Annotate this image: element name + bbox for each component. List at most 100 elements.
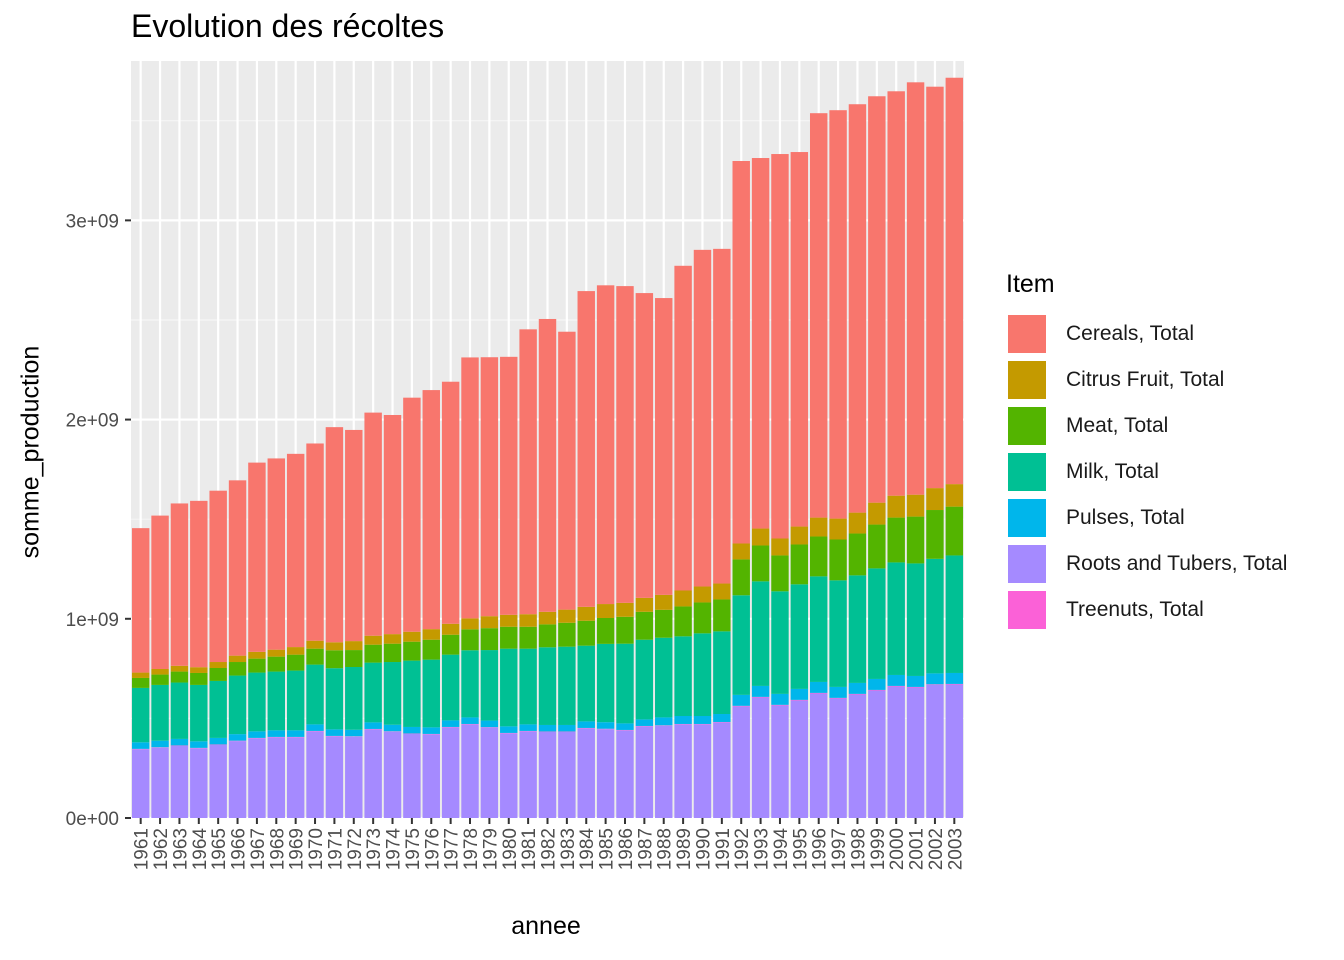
x-tick-label: 1980: [500, 828, 521, 870]
bar-segment: [790, 688, 809, 700]
x-tick-label: 1991: [713, 828, 734, 870]
bar-segment: [790, 152, 809, 527]
bar-segment: [190, 684, 208, 742]
bar-segment: [422, 659, 440, 728]
x-tick-label: 1968: [267, 828, 288, 870]
legend-swatch: [1006, 451, 1048, 493]
bar-segment: [538, 624, 557, 648]
bar-segment: [209, 744, 227, 818]
bar-segment: [480, 720, 499, 728]
bar-segment: [190, 672, 208, 685]
bar-segment: [848, 104, 867, 513]
bar-segment: [887, 685, 905, 687]
bar-segment: [596, 617, 615, 644]
bar-segment: [228, 480, 247, 656]
x-tick-label: 1981: [519, 828, 540, 870]
bar-segment: [131, 528, 150, 673]
bar-segment: [751, 696, 770, 698]
bar-segment: [771, 705, 789, 818]
bar-segment: [345, 429, 363, 642]
bar-segment: [345, 736, 363, 818]
bar-segment: [616, 616, 634, 644]
bar-segment: [906, 686, 925, 688]
x-tick-label: 1965: [209, 828, 230, 870]
bar-segment: [306, 724, 324, 731]
bar-segment: [887, 517, 905, 563]
y-tick-label: 2e+09: [66, 411, 119, 432]
legend-item: Roots and Tubers, Total: [1006, 541, 1287, 587]
bar-segment: [771, 154, 789, 539]
bar-segment: [228, 741, 247, 818]
bar-segment: [228, 662, 247, 676]
y-axis-label: somme_production: [16, 345, 45, 559]
bar-segment: [422, 639, 440, 660]
bar-segment: [674, 716, 692, 724]
bar-segment: [500, 648, 518, 727]
bar-segment: [441, 727, 460, 818]
x-tick-label: 1976: [422, 828, 443, 870]
bar-segment: [906, 563, 925, 676]
bar-segment: [906, 516, 925, 564]
bar-segment: [693, 586, 712, 603]
bar-segment: [131, 687, 150, 743]
bar-segment: [655, 725, 673, 818]
bar-segment: [751, 528, 770, 546]
bar-segment: [732, 706, 750, 818]
bar-segment: [655, 637, 673, 718]
bar-segment: [693, 249, 712, 587]
bar-segment: [732, 694, 750, 706]
bar-segment: [674, 606, 692, 637]
bar-segment: [538, 611, 557, 625]
bar-segment: [655, 594, 673, 610]
bar-segment: [635, 597, 654, 612]
x-tick-label: 1988: [655, 828, 676, 870]
bar-segment: [751, 685, 770, 697]
bar-segment: [248, 462, 266, 652]
bar-segment: [829, 698, 847, 818]
x-tick-label: 1961: [132, 828, 153, 870]
x-tick-label: 1994: [771, 828, 792, 871]
bar-segment: [383, 731, 402, 818]
bar-segment: [887, 674, 905, 686]
bar-segment: [286, 654, 305, 671]
bar-segment: [577, 606, 595, 621]
bar-segment: [713, 599, 731, 632]
bar-segment: [926, 86, 944, 489]
bar-segment: [538, 318, 557, 612]
bar-segment: [771, 591, 789, 694]
bar-segment: [267, 671, 286, 731]
legend-item: Pulses, Total: [1006, 495, 1287, 541]
bar-segment: [325, 427, 344, 643]
x-tick-label: 1974: [384, 828, 405, 871]
bar-segment: [131, 742, 150, 749]
bar-segment: [364, 729, 382, 818]
bar-segment: [190, 748, 208, 818]
bar-segment: [829, 580, 847, 687]
bar-segment: [635, 639, 654, 720]
bar-segment: [887, 562, 905, 675]
bar-segment: [267, 656, 286, 672]
x-tick-label: 2003: [945, 828, 966, 870]
legend-label: Pulses, Total: [1066, 506, 1185, 529]
bar-segment: [887, 686, 905, 818]
bar-segment: [364, 412, 382, 636]
bar-segment: [635, 719, 654, 726]
bar-segment: [926, 673, 944, 685]
x-tick-label: 1986: [616, 828, 637, 870]
x-tick-label: 1969: [287, 828, 308, 870]
bar-segment: [403, 660, 421, 727]
bar-segment: [151, 515, 169, 669]
bar-segment: [790, 699, 809, 701]
bar-segment: [151, 668, 169, 675]
bar-segment: [713, 248, 731, 584]
bar-segment: [325, 668, 344, 730]
bar-segment: [248, 738, 266, 818]
bar-segment: [906, 675, 925, 687]
bar-segment: [325, 642, 344, 651]
x-tick-label: 1978: [461, 828, 482, 870]
bar-segment: [558, 331, 576, 610]
bar-segment: [131, 677, 150, 688]
bar-segment: [364, 722, 382, 729]
x-tick-label: 1982: [539, 828, 560, 870]
bar-segment: [732, 161, 750, 544]
